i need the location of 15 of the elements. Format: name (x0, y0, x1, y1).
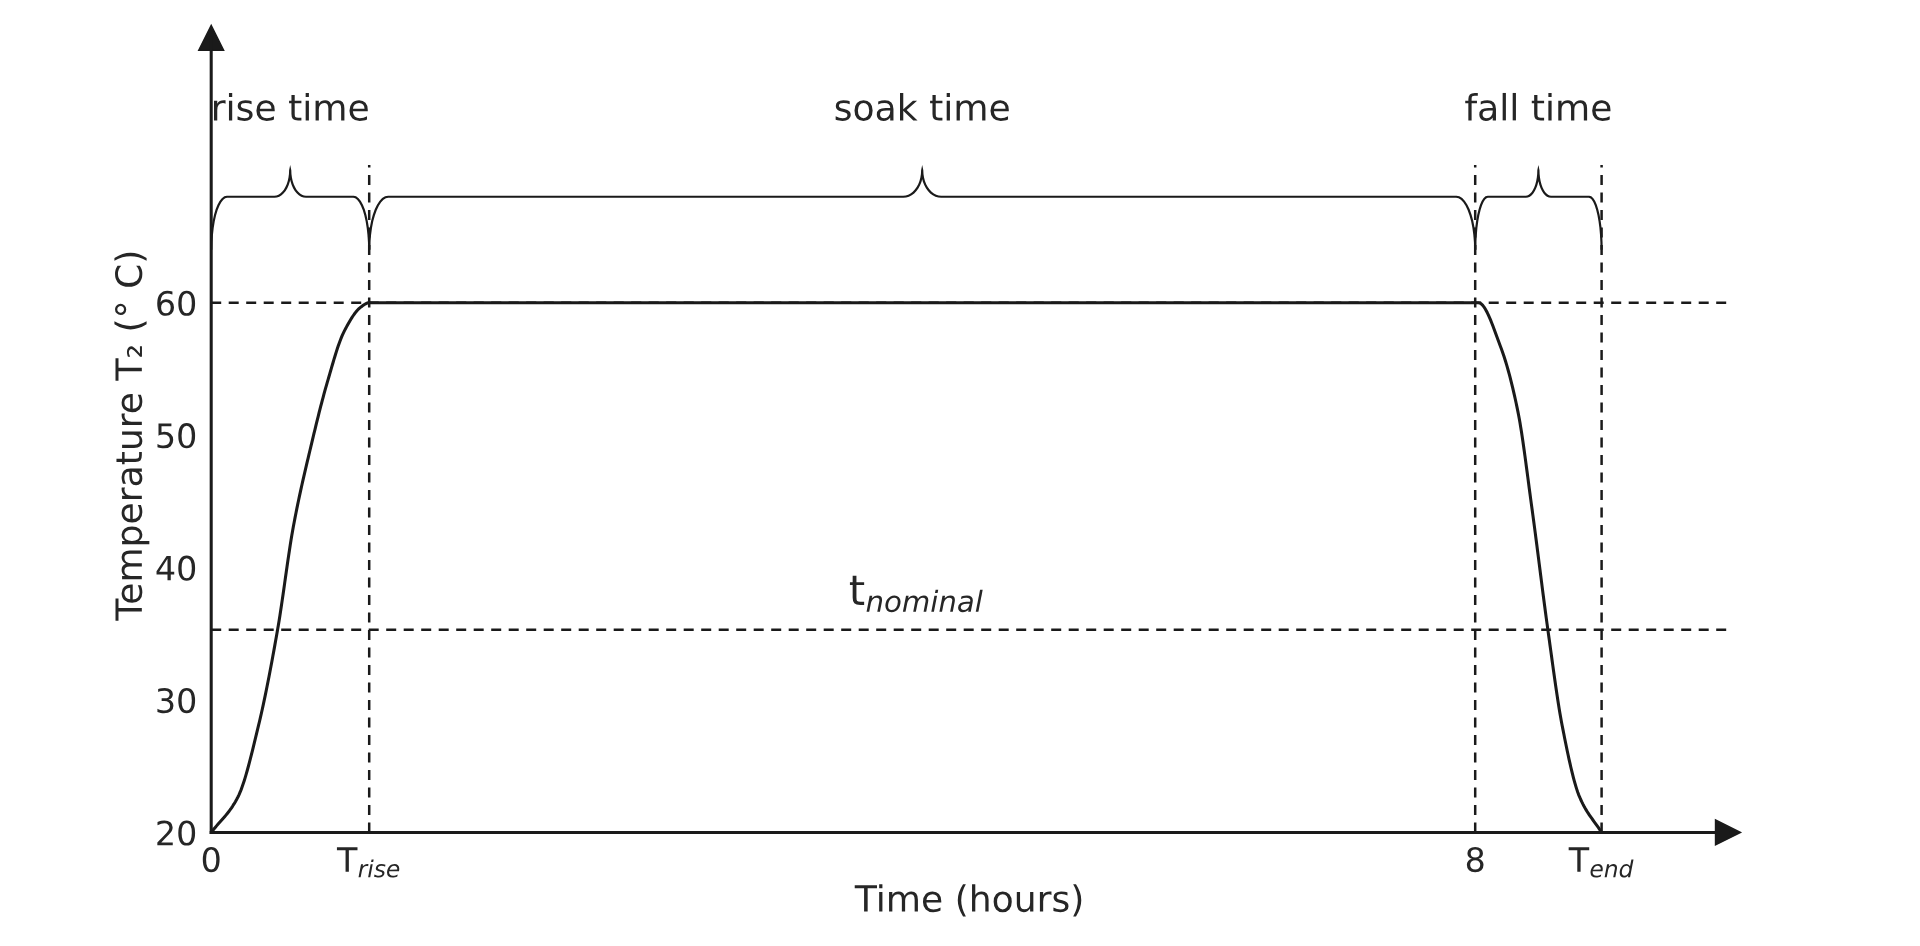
annotation: fall time (1465, 92, 1611, 121)
y-tick-label: 50 (157, 423, 196, 449)
annotation: rise time (213, 92, 368, 121)
y-tick-label: 30 (157, 687, 196, 714)
y-tick-label: 40 (156, 555, 196, 581)
x-axis-title: Time (hours) (854, 884, 1082, 917)
y-tick-label: 60 (157, 290, 196, 316)
x-tick-label: 8 (1466, 846, 1484, 873)
x-tick-label: 0 (202, 846, 220, 873)
y-axis-title: Temperature T₂ (° C) (114, 252, 150, 621)
x-tick-label: T$_{rise}$ (336, 847, 400, 878)
x-tick-label: T$_{end}$ (1568, 847, 1634, 878)
annotation: soak time (835, 92, 1009, 121)
ref-line-label: t$_{nominal}$ (849, 575, 983, 613)
y-tick-label: 20 (157, 820, 196, 846)
